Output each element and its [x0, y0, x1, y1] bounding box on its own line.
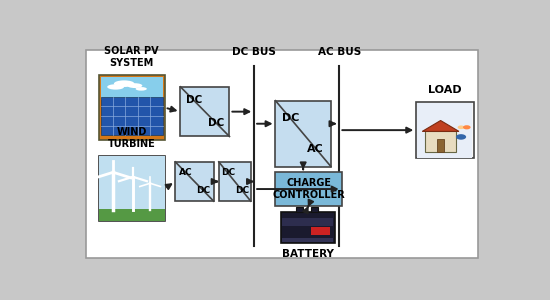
Circle shape — [458, 125, 464, 129]
Text: CHARGE
CONTROLLER: CHARGE CONTROLLER — [272, 178, 345, 200]
Bar — [98, 75, 164, 140]
Bar — [311, 207, 318, 212]
Bar — [276, 101, 331, 166]
Bar — [101, 97, 163, 135]
Bar — [280, 212, 335, 243]
Polygon shape — [422, 121, 459, 131]
Bar — [98, 156, 164, 209]
Bar — [175, 162, 213, 201]
Ellipse shape — [114, 80, 135, 87]
Text: DC: DC — [186, 95, 202, 105]
Text: BATTERY: BATTERY — [282, 248, 334, 259]
Bar — [311, 227, 329, 235]
Circle shape — [456, 134, 466, 140]
Ellipse shape — [136, 87, 147, 91]
Text: DC: DC — [221, 168, 235, 177]
Text: DC BUS: DC BUS — [232, 47, 276, 57]
Bar — [98, 156, 164, 221]
Text: AC BUS: AC BUS — [318, 47, 361, 57]
Text: DC: DC — [282, 113, 300, 124]
Bar — [296, 207, 303, 212]
Bar — [98, 209, 164, 221]
Text: LOAD: LOAD — [428, 85, 462, 95]
Bar — [416, 102, 474, 158]
Text: SOLAR PV
SYSTEM: SOLAR PV SYSTEM — [104, 46, 159, 68]
Text: AC: AC — [307, 144, 324, 154]
Text: AC: AC — [179, 168, 193, 177]
Bar — [425, 131, 456, 152]
Text: DC: DC — [196, 186, 210, 195]
Text: WIND
TURBINE: WIND TURBINE — [108, 127, 156, 149]
Bar — [180, 87, 229, 136]
Ellipse shape — [127, 83, 142, 88]
Bar — [101, 77, 163, 100]
Text: DC: DC — [207, 118, 224, 128]
Bar — [282, 238, 333, 242]
Bar — [437, 139, 444, 152]
Circle shape — [463, 125, 471, 129]
Bar — [219, 162, 251, 201]
Bar — [417, 103, 472, 158]
Text: DC: DC — [235, 186, 249, 195]
Ellipse shape — [107, 84, 124, 90]
Bar — [282, 218, 333, 226]
Bar — [276, 172, 342, 206]
